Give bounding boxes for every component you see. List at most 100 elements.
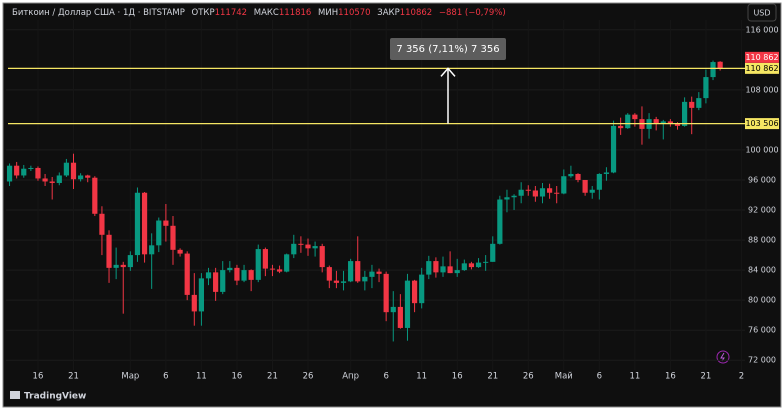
candle-body — [561, 176, 567, 194]
last-price-label: 110 862 — [745, 53, 778, 62]
candle-body — [340, 281, 347, 283]
candle-body — [518, 189, 524, 196]
candle-body — [305, 244, 311, 249]
candle-body — [454, 270, 460, 274]
open-label: ОТКР — [192, 8, 215, 18]
candle-body — [92, 177, 98, 214]
candle-body — [625, 114, 631, 129]
price-label-box — [745, 62, 779, 74]
y-tick-label: 84 000 — [748, 266, 776, 275]
candle-body — [497, 199, 503, 244]
candle-body — [298, 243, 304, 245]
y-tick-label: 108 000 — [745, 85, 778, 94]
candle-body — [227, 267, 233, 271]
candle-body — [660, 121, 666, 124]
candle-body — [85, 175, 91, 178]
y-tick-label: 88 000 — [748, 236, 776, 245]
candle-body — [333, 280, 340, 283]
candle-body — [170, 225, 176, 250]
symbol: Биткоин / Доллар США · 1Д · BITSTAMP — [12, 8, 185, 18]
high-label: МАКС — [254, 8, 279, 18]
candle-body — [163, 220, 169, 226]
x-tick-label: 21 — [68, 372, 79, 382]
x-tick-label: Апр — [342, 372, 359, 382]
candle-body — [319, 246, 325, 268]
candle-body — [525, 189, 531, 191]
low-value: 110570 — [338, 8, 370, 18]
alert-icon[interactable] — [716, 350, 730, 364]
candle-body — [390, 306, 396, 313]
candle-body — [198, 278, 205, 312]
price-label: 110 862 — [745, 64, 778, 73]
x-tick-label: 11 — [196, 372, 207, 382]
x-tick-label: 16 — [452, 372, 463, 382]
measure-arrow-head — [440, 67, 456, 77]
low-label: МИН — [318, 8, 338, 18]
candle-body — [667, 121, 673, 124]
candle-body — [419, 274, 425, 304]
candle-body — [326, 267, 332, 281]
candle-body — [653, 119, 659, 124]
candle-body — [113, 264, 119, 268]
candle-body — [689, 101, 695, 108]
candle-body — [63, 162, 69, 176]
candle-body — [447, 266, 453, 274]
y-tick-label: 116 000 — [745, 25, 778, 34]
candle-body — [99, 213, 105, 235]
candle-body — [355, 261, 361, 282]
brand: TradingView — [24, 392, 86, 402]
close-value: 110862 — [400, 8, 432, 18]
candle-body — [404, 280, 411, 328]
candle-body — [618, 125, 624, 129]
candle-body — [191, 294, 197, 312]
x-tick-label: Мар — [121, 372, 139, 382]
x-tick-label: 16 — [232, 372, 243, 382]
candle-body — [468, 263, 475, 268]
candle-body — [184, 253, 190, 295]
measure-label: 7 356 (7,11%) 7 356 — [396, 44, 499, 55]
candle-body — [120, 264, 126, 268]
candle-body — [362, 276, 368, 282]
candle-body — [49, 181, 55, 183]
x-tick-label: 26 — [523, 372, 534, 382]
x-tick-label: 6 — [383, 372, 388, 382]
chart-header: Биткоин / Доллар США · 1Д · BITSTAMP ОТК… — [12, 8, 506, 18]
high-value: 111816 — [279, 8, 311, 18]
candle-body — [369, 271, 375, 277]
currency[interactable]: USD — [753, 9, 770, 18]
candle-body — [262, 249, 268, 269]
x-tick-label: 16 — [33, 372, 44, 382]
candle-body — [78, 175, 84, 180]
candle-body — [42, 178, 48, 182]
x-tick-label: 2 — [739, 372, 744, 382]
change: −881 (−0,79%) — [439, 8, 506, 18]
candle-body — [156, 220, 162, 246]
last-price-box — [745, 51, 779, 63]
x-tick-label: 6 — [163, 372, 168, 382]
candle-body — [682, 101, 688, 126]
price-label: 103 506 — [745, 119, 778, 128]
y-tick-label: 76 000 — [748, 326, 776, 335]
candle-body — [149, 245, 155, 255]
candle-body — [241, 270, 247, 281]
candle-body — [383, 273, 389, 313]
x-tick-label: 16 — [665, 372, 676, 382]
candle-body — [703, 77, 709, 99]
candle-body — [376, 271, 382, 274]
candle-body — [539, 188, 546, 197]
candle-body — [582, 179, 588, 193]
y-tick-label: 80 000 — [748, 296, 776, 305]
candle-body — [511, 195, 517, 198]
x-tick-label: 21 — [267, 372, 278, 382]
currency-button[interactable] — [747, 3, 777, 22]
brand-logo — [10, 391, 20, 399]
x-tick-label: 11 — [629, 372, 640, 382]
x-tick-label: 26 — [303, 372, 314, 382]
y-tick-label: 92 000 — [748, 206, 776, 215]
x-tick-label: 11 — [416, 372, 427, 382]
alert-bolt — [720, 352, 725, 362]
candle-body — [575, 173, 581, 180]
candle-body — [21, 168, 27, 176]
